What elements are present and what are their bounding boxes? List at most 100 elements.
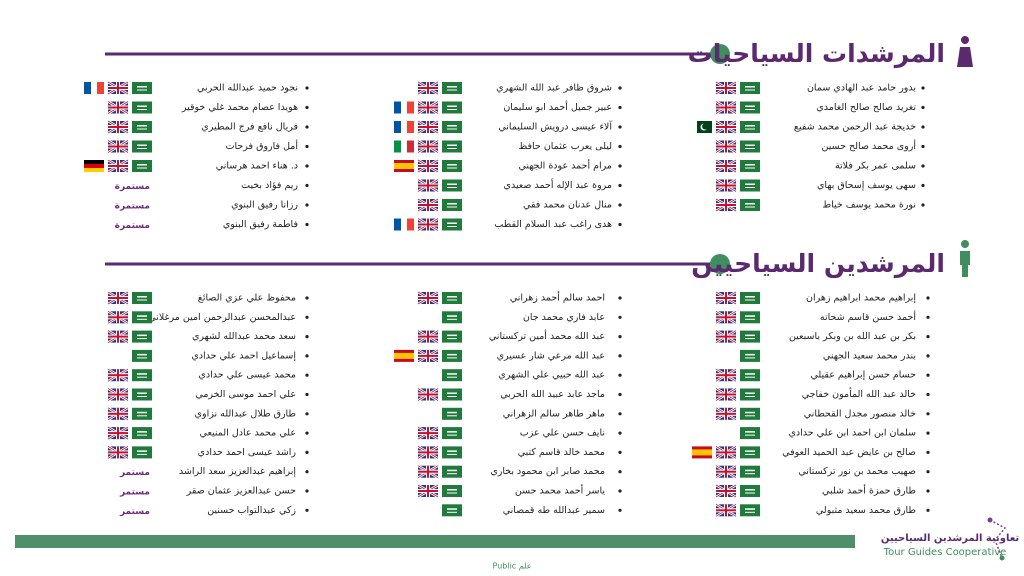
flag-sa [442,292,462,304]
flag-sa [740,179,760,192]
flag-part [716,412,736,415]
flag-uk [417,119,439,135]
flag-part [447,434,457,436]
flag-part [447,183,457,185]
bullet [305,335,309,339]
bullet [926,335,930,339]
flag-part [137,105,147,107]
flag-part [137,167,147,169]
flag-part [132,427,152,440]
flag-uk [107,387,129,402]
guide-name: مروة عبد الإله أحمد صعيدي [504,178,612,191]
flag-fr [394,121,414,133]
flag-sa [442,330,462,343]
flag-sa [132,292,152,304]
flag-uk [107,426,129,441]
flag-part [132,292,152,304]
bullet [618,164,622,168]
flag-part [442,140,462,153]
bullet [926,489,930,493]
bullet [618,489,622,493]
flag-uk [417,197,439,213]
flag-uk [107,445,129,460]
flag-part [447,450,457,452]
flag-part [447,109,457,110]
flag-part [447,376,457,378]
bullet [926,373,930,377]
flag-part [740,388,760,401]
flag-sa [132,311,152,324]
bullet [618,86,622,90]
flag-part [745,299,755,301]
flag-part [137,353,147,356]
flag-uk [417,426,439,441]
flag-part [442,388,462,401]
flag-part [108,145,128,148]
guide-name: خالد منصور مجدل القحطاني [804,408,916,419]
bullet [921,183,925,188]
bullet [618,470,622,474]
flag-part [84,168,104,172]
flag-uk [417,217,439,232]
flag-fr [394,101,414,114]
guide-name: صالح بن عايض عبد الحميد العوفي [782,447,916,458]
flag-sa [740,199,760,211]
flag-part [137,86,147,88]
flag-part [137,434,147,436]
flag-part [418,335,438,338]
guide-name: فاطمة رفيق البنوي [223,219,298,230]
guide-name: سلمى عمر بكر فلاتة [835,161,916,172]
flag-part [108,432,128,435]
flag-part [745,167,755,169]
flag-part [745,396,755,397]
bullet [305,164,309,168]
bullet [305,125,309,129]
flag-uk [107,119,129,135]
flag-part [137,415,147,417]
guide-name: طارق طلال عبدالله نزاوي [195,408,296,419]
flag-sa [442,101,462,114]
flag-part [745,489,755,491]
flag-part [442,82,462,94]
guide-name: ريم فؤاد بخيت [241,180,298,191]
flag-part [745,431,755,433]
bullet [926,315,930,319]
flag-part [401,101,407,114]
flag-part [418,490,438,492]
flag-sa [442,349,462,362]
guide-name: إبراهيم عبدالعزيز سعد الراشد [179,466,296,477]
flag-part [740,199,760,211]
bullet [618,105,622,110]
flag-part [137,453,147,455]
flag-part [740,140,760,153]
flag-part [740,82,760,94]
flag-sa [132,330,152,343]
flag-part [137,164,147,166]
flag-part [137,411,147,414]
flag-part [137,315,147,317]
flag-part [740,349,760,362]
flag-part [137,396,147,397]
guide-name: أحمد حسن قاسم شحاته [820,310,916,323]
flag-sa [442,369,462,382]
flag-part [740,427,760,440]
bullet [305,315,309,319]
flag-part [447,318,457,320]
flag-part [418,204,438,206]
flag-part [745,318,755,320]
flag-part [745,357,755,359]
flag-part [447,411,457,414]
flag-part [745,144,755,146]
flag-uk [715,503,737,518]
flag-part [394,101,401,114]
flag-part [745,411,755,414]
flag-uk [715,464,737,479]
flag-part [108,335,128,338]
flag-part [137,299,147,301]
flag-uk [715,197,737,213]
flag-part [716,87,736,89]
guide-name: عبد الله مرعي شار عسيري [497,350,605,361]
flag-sa [132,121,152,133]
bullet [926,450,930,454]
flag-part [745,353,755,356]
